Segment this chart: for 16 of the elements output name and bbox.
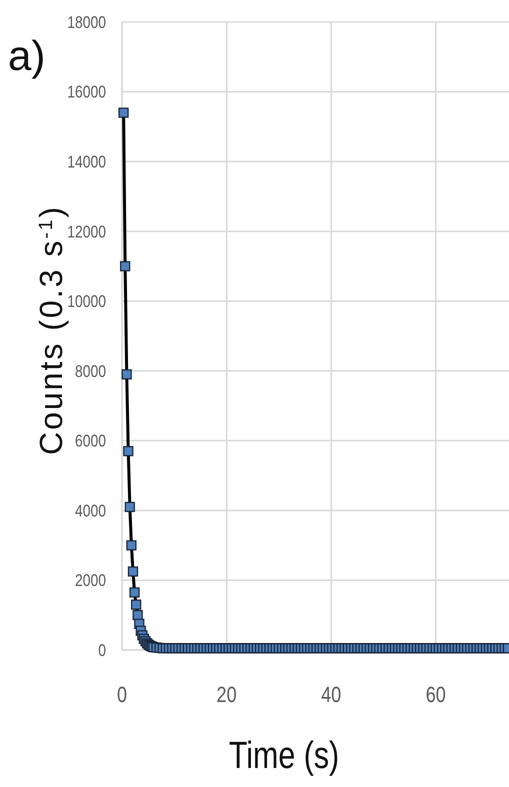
y-tick-label: 0	[98, 642, 106, 660]
text: a)	[8, 32, 46, 79]
y-tick-label: 14000	[67, 153, 106, 172]
y-tick-label: 8000	[75, 362, 106, 382]
x-tick-label: 40	[321, 683, 342, 708]
y-tick-label: 18000	[67, 14, 106, 32]
y-tick-label: 2000	[75, 572, 106, 591]
x-tick-label: 20	[216, 683, 237, 708]
y-tick-label: 6000	[75, 432, 106, 451]
y-tick-label: 16000	[67, 84, 106, 102]
x-tick-label: 60	[426, 683, 446, 708]
y-tick-label: 12000	[67, 223, 106, 242]
x-axis-title: Time (s)	[228, 734, 340, 777]
y-tick-label: 4000	[75, 502, 106, 521]
y-tick-label: 10000	[67, 292, 106, 312]
x-tick-label: 0	[116, 683, 128, 708]
